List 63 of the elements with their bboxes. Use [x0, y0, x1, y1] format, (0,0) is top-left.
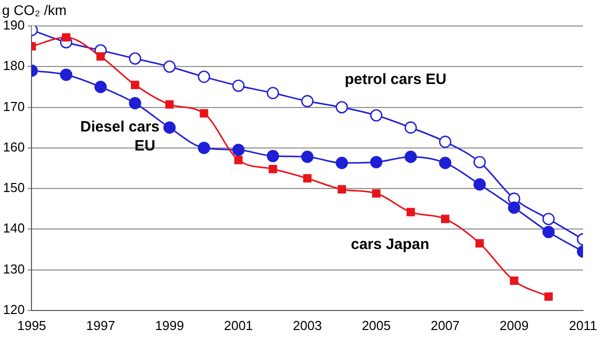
- y-tick-label: 130: [2, 261, 25, 276]
- x-tick-label: 2011: [569, 318, 598, 333]
- point: [508, 201, 520, 214]
- y-tick-label: 170: [2, 98, 25, 114]
- y-tick-label: 190: [2, 18, 25, 33]
- point: [404, 121, 417, 134]
- series-label: cars Japan: [350, 236, 430, 254]
- series-label: Diesel cars EU: [80, 118, 160, 155]
- point: [266, 150, 280, 162]
- x-tick-label: 1997: [86, 318, 116, 333]
- y-tick-label: 180: [2, 58, 25, 74]
- point: [510, 276, 518, 285]
- point: [336, 156, 348, 170]
- point: [441, 214, 450, 224]
- point: [370, 109, 382, 122]
- point: [198, 142, 210, 154]
- point: [542, 226, 555, 238]
- point: [303, 174, 312, 183]
- point: [439, 156, 452, 170]
- point: [301, 95, 314, 108]
- point: [475, 239, 484, 248]
- point: [128, 52, 142, 65]
- y-tick-label: 140: [2, 220, 25, 236]
- point: [163, 121, 176, 134]
- x-tick-label: 2001: [224, 318, 253, 333]
- point: [60, 68, 72, 81]
- y-tick-label: 120: [2, 302, 25, 317]
- x-tick-label: 2009: [500, 318, 529, 333]
- point: [406, 208, 415, 216]
- point: [200, 109, 208, 118]
- y-tick-label: 160: [2, 139, 25, 154]
- point: [338, 185, 346, 194]
- point: [372, 189, 380, 198]
- point: [266, 86, 280, 100]
- point: [198, 70, 210, 83]
- point: [234, 156, 243, 164]
- point: [542, 212, 555, 226]
- point: [301, 150, 314, 163]
- x-tick-label: 2005: [362, 318, 391, 333]
- point: [474, 178, 486, 191]
- point: [96, 52, 105, 61]
- y-tick-label: 150: [2, 180, 25, 196]
- point: [404, 150, 417, 163]
- series-label: petrol cars EU: [344, 71, 446, 88]
- point: [130, 80, 140, 90]
- point: [232, 80, 245, 92]
- point: [370, 156, 382, 168]
- point: [165, 100, 174, 109]
- point: [336, 101, 348, 114]
- point: [474, 156, 486, 168]
- point: [128, 97, 142, 110]
- point: [439, 136, 452, 148]
- x-tick-label: 2007: [430, 318, 460, 333]
- point: [544, 292, 553, 301]
- point: [268, 164, 278, 174]
- x-tick-label: 1999: [155, 318, 184, 333]
- point: [62, 33, 70, 42]
- point: [94, 80, 107, 94]
- x-tick-label: 1995: [17, 318, 46, 333]
- point: [163, 60, 176, 73]
- point: [232, 144, 245, 156]
- x-tick-label: 2003: [292, 318, 322, 333]
- y-axis-title: g CO₂ /km: [2, 2, 67, 18]
